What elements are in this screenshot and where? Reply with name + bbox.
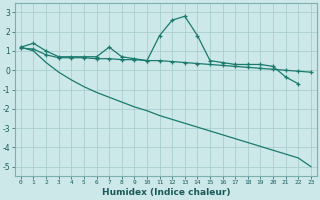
- X-axis label: Humidex (Indice chaleur): Humidex (Indice chaleur): [102, 188, 230, 197]
